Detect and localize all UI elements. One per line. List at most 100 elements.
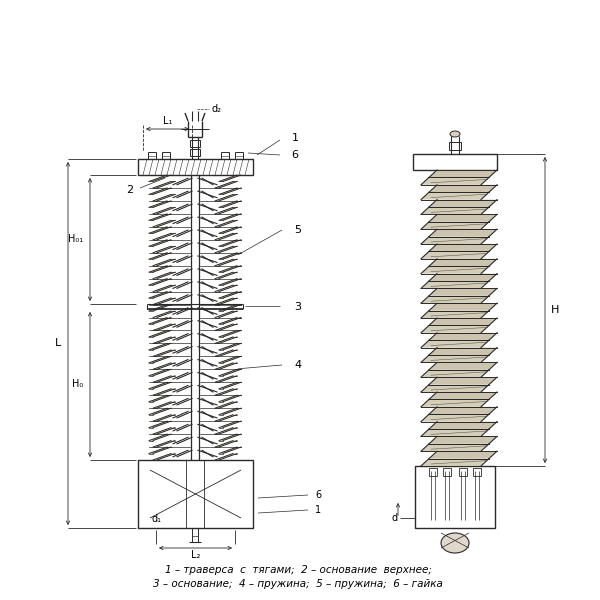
Polygon shape bbox=[149, 278, 171, 285]
Text: 6: 6 bbox=[292, 150, 299, 160]
Polygon shape bbox=[429, 170, 497, 178]
Polygon shape bbox=[219, 278, 241, 285]
Polygon shape bbox=[149, 266, 171, 272]
Polygon shape bbox=[429, 392, 497, 400]
Polygon shape bbox=[153, 181, 175, 188]
Polygon shape bbox=[215, 181, 237, 188]
Polygon shape bbox=[149, 292, 171, 298]
Polygon shape bbox=[153, 337, 175, 343]
Polygon shape bbox=[219, 421, 241, 428]
Polygon shape bbox=[421, 370, 489, 377]
Polygon shape bbox=[149, 253, 171, 259]
Polygon shape bbox=[149, 305, 171, 311]
Polygon shape bbox=[215, 415, 237, 421]
Polygon shape bbox=[429, 333, 497, 340]
Polygon shape bbox=[215, 220, 237, 227]
Polygon shape bbox=[215, 363, 237, 370]
Text: H₀₁: H₀₁ bbox=[68, 235, 83, 244]
Polygon shape bbox=[149, 421, 171, 428]
Polygon shape bbox=[429, 362, 497, 370]
Polygon shape bbox=[153, 208, 175, 214]
Text: H₀: H₀ bbox=[73, 379, 83, 389]
Polygon shape bbox=[219, 201, 241, 208]
Text: 1: 1 bbox=[292, 133, 299, 143]
Polygon shape bbox=[421, 281, 489, 289]
Polygon shape bbox=[153, 272, 175, 278]
Polygon shape bbox=[215, 324, 237, 331]
Polygon shape bbox=[219, 356, 241, 363]
Polygon shape bbox=[153, 259, 175, 266]
Polygon shape bbox=[219, 317, 241, 324]
Polygon shape bbox=[149, 434, 171, 440]
Polygon shape bbox=[219, 395, 241, 402]
Polygon shape bbox=[219, 331, 241, 337]
Polygon shape bbox=[421, 325, 489, 333]
Polygon shape bbox=[429, 274, 497, 281]
Text: L₁: L₁ bbox=[163, 116, 172, 126]
Polygon shape bbox=[215, 428, 237, 434]
Polygon shape bbox=[219, 214, 241, 220]
Polygon shape bbox=[215, 259, 237, 266]
Polygon shape bbox=[421, 340, 489, 347]
Bar bbox=[190, 149, 200, 156]
Bar bbox=[221, 152, 229, 159]
Polygon shape bbox=[429, 451, 497, 458]
Bar bbox=[138, 460, 253, 528]
Polygon shape bbox=[153, 285, 175, 292]
Polygon shape bbox=[149, 175, 171, 181]
Polygon shape bbox=[215, 337, 237, 343]
Polygon shape bbox=[429, 318, 497, 325]
Polygon shape bbox=[429, 289, 497, 296]
Polygon shape bbox=[219, 408, 241, 415]
Ellipse shape bbox=[441, 533, 469, 553]
Polygon shape bbox=[421, 458, 489, 466]
Polygon shape bbox=[421, 222, 489, 229]
Polygon shape bbox=[429, 200, 497, 207]
Polygon shape bbox=[421, 444, 489, 451]
Polygon shape bbox=[153, 350, 175, 356]
Bar bbox=[415, 466, 495, 528]
Polygon shape bbox=[149, 227, 171, 233]
Polygon shape bbox=[149, 447, 171, 454]
Polygon shape bbox=[215, 285, 237, 292]
Bar bbox=[190, 140, 200, 147]
Text: H: H bbox=[551, 305, 559, 315]
Polygon shape bbox=[215, 440, 237, 447]
Polygon shape bbox=[421, 355, 489, 362]
Polygon shape bbox=[215, 233, 237, 240]
Polygon shape bbox=[215, 311, 237, 317]
Polygon shape bbox=[153, 324, 175, 331]
Text: 3: 3 bbox=[295, 302, 302, 312]
Polygon shape bbox=[149, 408, 171, 415]
Text: 5: 5 bbox=[295, 225, 302, 235]
Polygon shape bbox=[429, 259, 497, 266]
Text: 1 – траверса  с  тягами;  2 – основание  верхнее;: 1 – траверса с тягами; 2 – основание вер… bbox=[164, 565, 431, 575]
Polygon shape bbox=[219, 266, 241, 272]
Polygon shape bbox=[219, 370, 241, 376]
Polygon shape bbox=[215, 402, 237, 408]
Polygon shape bbox=[153, 220, 175, 227]
Polygon shape bbox=[215, 350, 237, 356]
Polygon shape bbox=[219, 227, 241, 233]
Polygon shape bbox=[429, 229, 497, 236]
Polygon shape bbox=[153, 194, 175, 201]
Text: 6: 6 bbox=[315, 490, 321, 500]
Polygon shape bbox=[421, 236, 489, 244]
Text: d₂: d₂ bbox=[211, 104, 221, 114]
Polygon shape bbox=[429, 422, 497, 429]
Polygon shape bbox=[215, 246, 237, 253]
Bar bbox=[443, 468, 451, 476]
Polygon shape bbox=[215, 208, 237, 214]
Polygon shape bbox=[219, 175, 241, 181]
Polygon shape bbox=[149, 331, 171, 337]
Polygon shape bbox=[429, 303, 497, 311]
Polygon shape bbox=[421, 414, 489, 422]
Polygon shape bbox=[153, 454, 175, 460]
Bar bbox=[138, 159, 253, 175]
Text: 1: 1 bbox=[315, 505, 321, 515]
Bar bbox=[449, 142, 461, 150]
Polygon shape bbox=[421, 251, 489, 259]
Polygon shape bbox=[429, 214, 497, 222]
Polygon shape bbox=[149, 214, 171, 220]
Polygon shape bbox=[153, 440, 175, 447]
